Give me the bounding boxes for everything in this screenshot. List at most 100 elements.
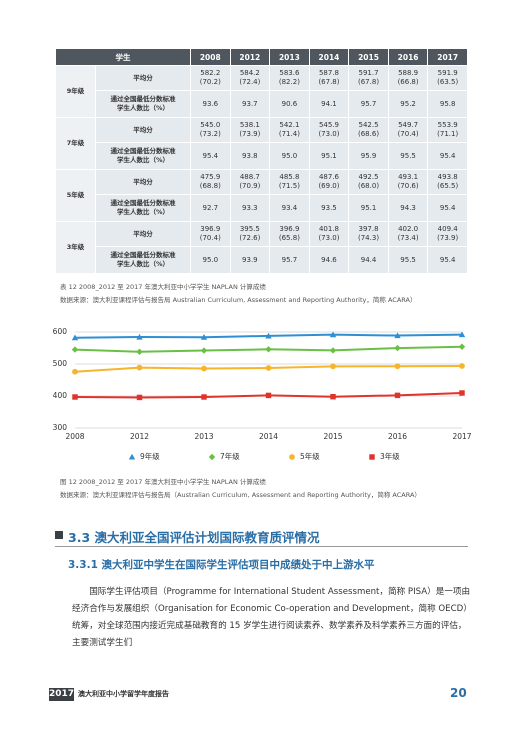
x-tick-label: 2016 (388, 432, 407, 441)
cell-line: (71.1) (437, 130, 459, 138)
group-label: 9年级 (55, 65, 96, 118)
cell-line: (71.4) (278, 130, 300, 138)
cell-line: 538.1 (239, 121, 260, 129)
cell-line: (68.8) (199, 182, 221, 190)
cell-line: 93.4 (281, 203, 298, 212)
point (136, 348, 143, 356)
cell-line: (72.4) (239, 78, 261, 86)
y-tick-label: 500 (53, 359, 68, 368)
cell-line: (69.0) (318, 182, 340, 190)
footer-year: 2017 (49, 688, 75, 701)
cell: 95.9 (348, 142, 389, 170)
cell: 95.1 (308, 142, 350, 170)
point (459, 390, 465, 396)
cell: 93.4 (269, 194, 310, 222)
legend-marker (369, 454, 375, 460)
cell-line: 92.7 (202, 203, 219, 212)
point (394, 332, 401, 339)
cell-line: (70.4) (397, 130, 419, 138)
cell-line: 95.4 (439, 203, 456, 212)
row-label: 通过全国最低分数标准 学生人数比（%） (95, 142, 191, 170)
point (200, 347, 208, 354)
cell-line: 542.5 (358, 121, 379, 129)
row-label: 通过全国最低分数标准 学生人数比（%） (95, 90, 191, 118)
header-cell: 2017 (427, 48, 468, 66)
cell-line: 402.0 (398, 225, 419, 233)
point (330, 363, 336, 370)
cell-line: (70.9) (239, 182, 261, 190)
table-row: 通过全国最低分数标准 学生人数比（%） 95.4 93.8 95.0 95.1 95.9 95… (56, 142, 468, 170)
header-cell: 学生 (55, 48, 191, 66)
legend-label: 9年级 (140, 451, 160, 461)
point (71, 346, 79, 353)
cell: 93.6 (190, 90, 231, 118)
cell: 94.3 (387, 194, 429, 222)
cell: 95.0 (269, 142, 310, 170)
cell: 395.5 (72.6) (229, 221, 271, 247)
row-label-line: 平均分 (133, 125, 153, 134)
cell-line: 90.6 (281, 99, 298, 108)
x-tick-label: 2008 (65, 432, 84, 441)
cell: 553.9 (71.1) (427, 117, 468, 143)
row-label-line: 通过全国最低分数标准 (110, 147, 176, 155)
legend-marker (208, 453, 216, 461)
cell-line: 409.4 (437, 225, 458, 233)
cell-line: (73.0) (318, 234, 340, 242)
cell: 95.7 (348, 90, 389, 118)
point (72, 394, 78, 400)
paragraph: 国际学生评估项目（Programme for International Stu… (72, 587, 472, 648)
cell: 95.2 (387, 90, 429, 118)
cell: 583.6 (82.2) (269, 65, 310, 91)
header-cell: 2012 (229, 48, 271, 66)
cell: 94.4 (348, 246, 389, 274)
row-label: 通过全国最低分数标准 学生人数比（%） (95, 246, 191, 274)
table-row: 5年级 平均分 475.9 (68.8) 488.7 (70.9) 485.8 (71.5) 4… (55, 169, 468, 222)
chart: 300 400 500 600 2008 2012 2013 2014 2015 2016 2017… (53, 327, 472, 461)
cell-line: 95.5 (400, 151, 416, 160)
cell-line: (67.8) (358, 78, 380, 86)
cell: 93.5 (308, 194, 350, 222)
table-row: 7年级 平均分 545.0 (73.2) 538.1 (73.9) 542.1 (71.4) 5… (55, 117, 468, 170)
row-label-line: 学生人数比（%） (116, 260, 169, 268)
cell-line: 582.2 (200, 69, 221, 77)
cell: 542.5 (68.6) (348, 117, 389, 143)
cell-line: 95.8 (439, 99, 456, 108)
cell: 93.3 (229, 194, 271, 222)
cell-line: (67.8) (318, 78, 340, 86)
cell-line: 93.3 (242, 203, 258, 212)
header-cell: 2014 (308, 48, 350, 66)
x-tick-label: 2013 (194, 432, 213, 441)
table-row: 通过全国最低分数标准 学生人数比（%） 92.7 93.3 93.4 93.5 95.1 94… (56, 194, 468, 222)
cell: 92.7 (190, 194, 231, 222)
cell-line: 487.6 (318, 173, 339, 181)
row-label-line: 通过全国最低分数标准 (110, 95, 176, 103)
cell: 542.1 (71.4) (269, 117, 310, 143)
section-heading: 3.3 澳大利亚全国评估计划国际教育质评情况 (68, 530, 320, 545)
subheading: 3.3.1 澳大利亚中学生在国际学生评估项目中成绩处于中上游水平 (68, 559, 375, 571)
cell-line: (73.0) (318, 130, 340, 138)
cell: 475.9 (68.8) (190, 169, 231, 195)
legend-marker (128, 453, 136, 460)
cell-line: 93.5 (321, 203, 337, 212)
cell-line: 95.4 (202, 151, 219, 160)
cell: 94.1 (308, 90, 350, 118)
header-cell: 2015 (348, 48, 389, 66)
x-tick-label: 2014 (259, 432, 278, 441)
group-label: 7年级 (55, 117, 96, 170)
cell-line: 475.9 (200, 173, 221, 181)
cell-line: (70.6) (397, 182, 419, 190)
cell: 492.5 (68.0) (348, 169, 389, 195)
cell-line: (74.3) (358, 234, 380, 242)
point (72, 368, 78, 375)
row-label-line: 通过全国最低分数标准 (110, 199, 176, 207)
point (265, 392, 272, 399)
point (394, 392, 401, 399)
cell-line: (71.5) (278, 182, 300, 190)
row-label-line: 平均分 (133, 177, 153, 186)
cell-line: (73.4) (397, 234, 419, 242)
row-label: 平均分 (95, 117, 191, 143)
cell-line: (65.8) (278, 234, 300, 242)
point (201, 394, 207, 400)
cell-line: (73.9) (437, 234, 459, 242)
row-label-line: 学生人数比（%） (116, 104, 169, 112)
